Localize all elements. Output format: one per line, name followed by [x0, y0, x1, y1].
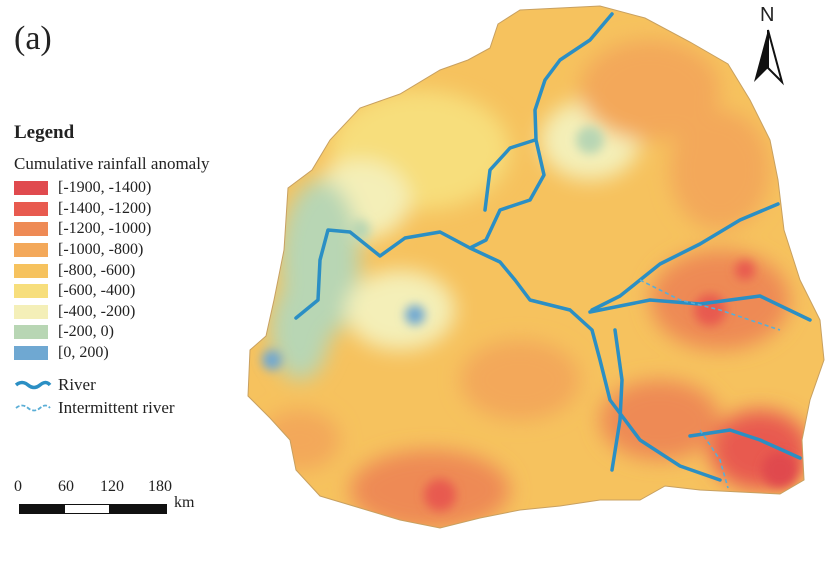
- legend-label: [-1000, -800): [58, 241, 144, 259]
- legend-label: [-400, -200): [58, 302, 136, 320]
- legend-swatch: [14, 346, 48, 361]
- north-label: N: [760, 4, 775, 26]
- intermittent-river-lines: [639, 279, 781, 489]
- scale-tick-0: 0: [14, 478, 22, 495]
- legend-classes: [-1900, -1400) [-1400, -1200) [-1200, -100…: [14, 178, 209, 363]
- legend-swatch: [14, 325, 48, 340]
- legend-class-2: [-1200, -1000): [14, 219, 209, 240]
- scale-segment-3: [109, 504, 167, 514]
- legend-class-0: [-1900, -1400): [14, 178, 209, 199]
- legend-label: [-1200, -1000): [58, 220, 152, 238]
- legend: Legend Cumulative rainfall anomaly [-190…: [14, 122, 209, 419]
- legend-line-1: Intermittent river: [14, 396, 209, 419]
- legend-class-3: [-1000, -800): [14, 240, 209, 261]
- scale-tick-1: 60: [58, 478, 74, 495]
- legend-subtitle: Cumulative rainfall anomaly: [14, 154, 210, 173]
- legend-label: [0, 200): [58, 344, 109, 362]
- intermittent-river-icon: [15, 404, 51, 412]
- legend-title: Legend: [14, 122, 75, 143]
- legend-swatch: [14, 222, 48, 237]
- legend-swatch: [14, 284, 48, 299]
- river-line-icon: [14, 380, 52, 390]
- legend-class-8: [0, 200): [14, 343, 209, 364]
- legend-class-7: [-200, 0): [14, 322, 209, 343]
- north-arrow-icon: [754, 29, 784, 86]
- legend-line-label: Intermittent river: [58, 397, 175, 417]
- legend-swatch: [14, 201, 48, 216]
- river-lines: [294, 12, 812, 482]
- legend-class-1: [-1400, -1200): [14, 199, 209, 220]
- panel-label: (a): [14, 20, 52, 57]
- legend-swatch: [14, 304, 48, 319]
- legend-swatch: [14, 243, 48, 258]
- legend-class-4: [-800, -600): [14, 260, 209, 281]
- legend-label: [-1400, -1200): [58, 199, 152, 217]
- legend-line-0: River: [14, 373, 209, 396]
- scale-tick-3: 180: [148, 478, 172, 495]
- legend-label: [-600, -400): [58, 282, 136, 300]
- legend-swatch: [14, 181, 48, 196]
- legend-class-5: [-600, -400): [14, 281, 209, 302]
- legend-swatch: [14, 263, 48, 278]
- legend-class-6: [-400, -200): [14, 302, 209, 323]
- scale-unit: km: [174, 494, 195, 511]
- scale-bar: 0 60 120 180 km: [12, 478, 212, 518]
- legend-label: [-200, 0): [58, 323, 114, 341]
- legend-line-label: River: [58, 374, 96, 394]
- scale-tick-2: 120: [100, 478, 124, 495]
- legend-label: [-1900, -1400): [58, 179, 152, 197]
- legend-label: [-800, -600): [58, 261, 136, 279]
- legend-lines: River Intermittent river: [14, 373, 209, 419]
